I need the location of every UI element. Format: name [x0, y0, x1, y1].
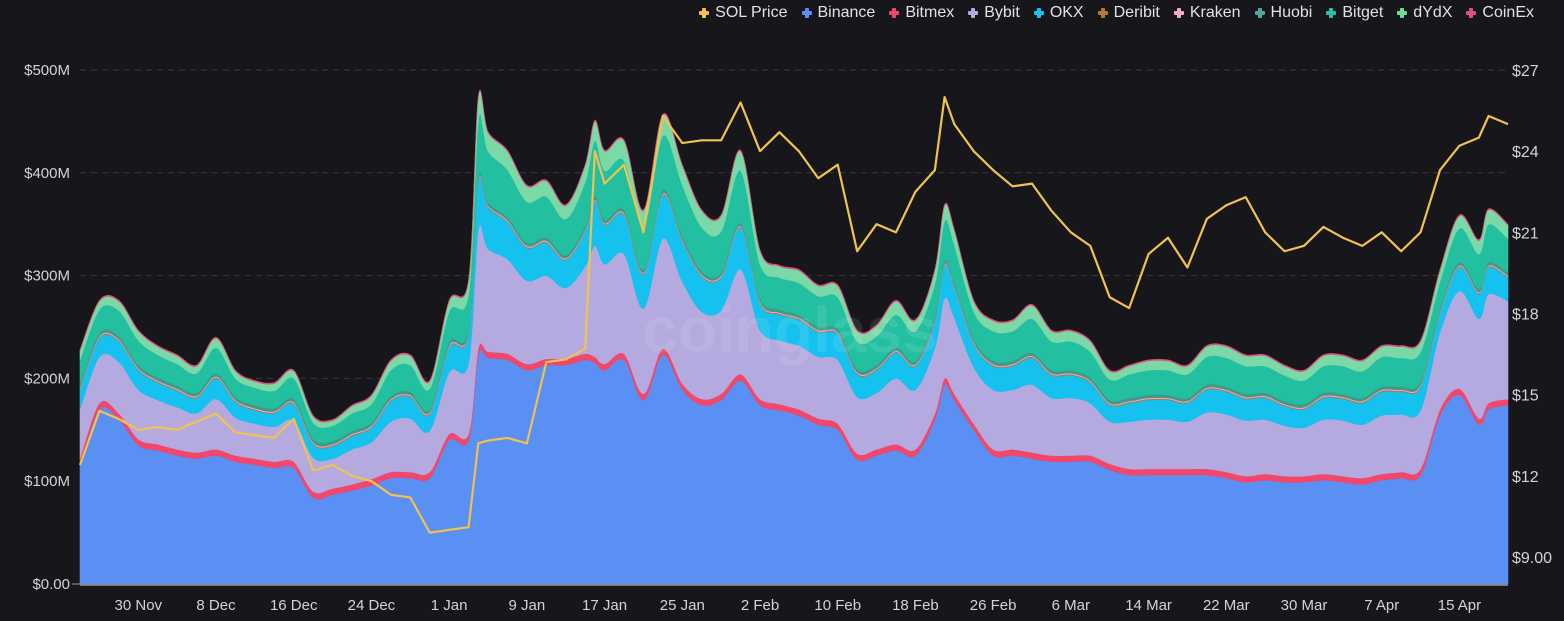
x-tick-label: 16 Dec	[270, 597, 318, 614]
legend-marker-icon	[801, 8, 812, 18]
y-right-tick-label: $9.00	[1512, 550, 1552, 567]
x-tick-label: 10 Feb	[814, 597, 861, 614]
x-tick-label: 24 Dec	[348, 597, 396, 614]
legend-item-bitmex[interactable]: Bitmex	[889, 4, 954, 22]
legend-marker-icon	[1466, 8, 1477, 18]
legend-label: dYdX	[1413, 4, 1453, 21]
x-tick-label: 6 Mar	[1052, 597, 1090, 614]
legend-item-bitget[interactable]: Bitget	[1326, 4, 1383, 22]
legend-item-coinex[interactable]: CoinEx	[1466, 4, 1534, 22]
x-tick-label: 15 Apr	[1438, 597, 1481, 614]
x-tick-label: 30 Nov	[115, 597, 163, 614]
legend-label: SOL Price	[715, 4, 788, 21]
legend-item-okx[interactable]: OKX	[1033, 4, 1084, 22]
y-left-tick-label: $500M	[24, 62, 70, 79]
y-right-tick-label: $18	[1512, 306, 1539, 323]
legend-marker-icon	[1033, 8, 1044, 18]
y-right-tick-label: $24	[1512, 144, 1539, 161]
legend-label: Deribit	[1113, 4, 1160, 21]
area-coinex	[79, 89, 1509, 423]
legend-marker-icon	[1254, 8, 1265, 18]
legend-marker-icon	[1397, 8, 1408, 18]
legend-label: Huobi	[1270, 4, 1313, 21]
legend-marker-icon	[889, 8, 900, 18]
legend-item-sol-price[interactable]: SOL Price	[699, 4, 788, 22]
legend-item-bybit[interactable]: Bybit	[968, 4, 1020, 22]
legend-item-kraken[interactable]: Kraken	[1173, 4, 1241, 22]
legend-marker-icon	[1097, 8, 1108, 18]
y-left-tick-label: $400M	[24, 165, 70, 182]
legend-label: OKX	[1049, 4, 1084, 21]
y-right-tick-label: $21	[1512, 225, 1539, 242]
legend-item-binance[interactable]: Binance	[801, 4, 876, 22]
legend-label: Bybit	[984, 4, 1020, 21]
y-right-tick-label: $15	[1512, 388, 1539, 405]
y-right-tick-label: $27	[1512, 63, 1539, 80]
y-left-tick-label: $200M	[24, 370, 70, 387]
legend-marker-icon	[699, 8, 710, 18]
x-tick-label: 14 Mar	[1125, 597, 1172, 614]
chart-legend: SOL Price Binance Bitmex Bybit OKX Deribit Kra…	[699, 4, 1534, 22]
legend-marker-icon	[968, 8, 979, 18]
legend-item-dydx[interactable]: dYdX	[1397, 4, 1452, 22]
legend-label: CoinEx	[1482, 4, 1534, 21]
x-tick-label: 2 Feb	[741, 597, 779, 614]
watermark: coinglass	[642, 294, 937, 366]
x-tick-label: 1 Jan	[431, 597, 468, 614]
sol-price-line	[78, 95, 1509, 534]
y-left-tick-label: $300M	[24, 268, 70, 285]
x-tick-label: 22 Mar	[1203, 597, 1250, 614]
legend-item-deribit[interactable]: Deribit	[1097, 4, 1160, 22]
legend-label: Bitget	[1342, 4, 1384, 21]
x-tick-label: 17 Jan	[582, 597, 627, 614]
legend-label: Binance	[817, 4, 876, 21]
y-left-tick-label: $0.00	[32, 576, 70, 593]
x-tick-label: 26 Feb	[970, 597, 1017, 614]
y-left-tick-label: $100M	[24, 473, 70, 490]
stacked-areas	[79, 89, 1509, 585]
x-tick-label: 9 Jan	[509, 597, 546, 614]
legend-marker-icon	[1173, 8, 1184, 18]
y-right-tick-label: $12	[1512, 469, 1539, 486]
x-tick-label: 8 Dec	[196, 597, 236, 614]
legend-label: Kraken	[1189, 4, 1241, 21]
x-tick-label: 18 Feb	[892, 597, 939, 614]
x-tick-label: 25 Jan	[660, 597, 705, 614]
legend-marker-icon	[1326, 8, 1337, 18]
legend-label: Bitmex	[905, 4, 955, 21]
x-tick-label: 7 Apr	[1364, 597, 1399, 614]
legend-item-huobi[interactable]: Huobi	[1254, 4, 1313, 22]
x-tick-label: 30 Mar	[1281, 597, 1328, 614]
